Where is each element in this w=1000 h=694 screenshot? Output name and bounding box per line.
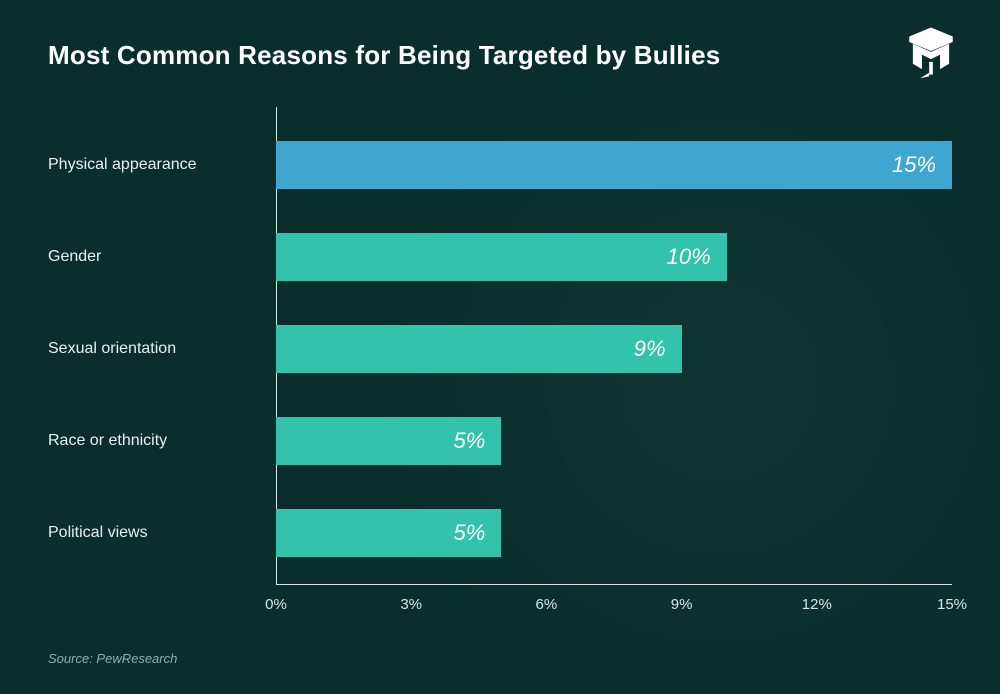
category-label: Physical appearance <box>48 141 197 189</box>
category-label: Political views <box>48 509 148 557</box>
x-tick-label: 6% <box>536 596 558 613</box>
chart-title: Most Common Reasons for Being Targeted b… <box>48 40 952 71</box>
x-axis-ticks: 0%3%6%9%12%15% <box>276 107 952 585</box>
x-tick-label: 0% <box>265 596 287 613</box>
x-tick-label: 3% <box>400 596 422 613</box>
category-label: Race or ethnicity <box>48 417 167 465</box>
plot-area: 15%10%9%5%5% 0%3%6%9%12%15% <box>276 107 952 585</box>
x-tick-label: 9% <box>671 596 693 613</box>
x-tick-label: 12% <box>802 596 832 613</box>
category-label: Sexual orientation <box>48 325 176 373</box>
y-axis-labels: Physical appearance Gender Sexual orientat… <box>48 107 276 585</box>
bar-chart: Physical appearance Gender Sexual orientat… <box>48 107 952 605</box>
source-attribution: Source: PewResearch <box>48 651 952 666</box>
x-tick-label: 15% <box>937 596 967 613</box>
category-label: Gender <box>48 233 101 281</box>
